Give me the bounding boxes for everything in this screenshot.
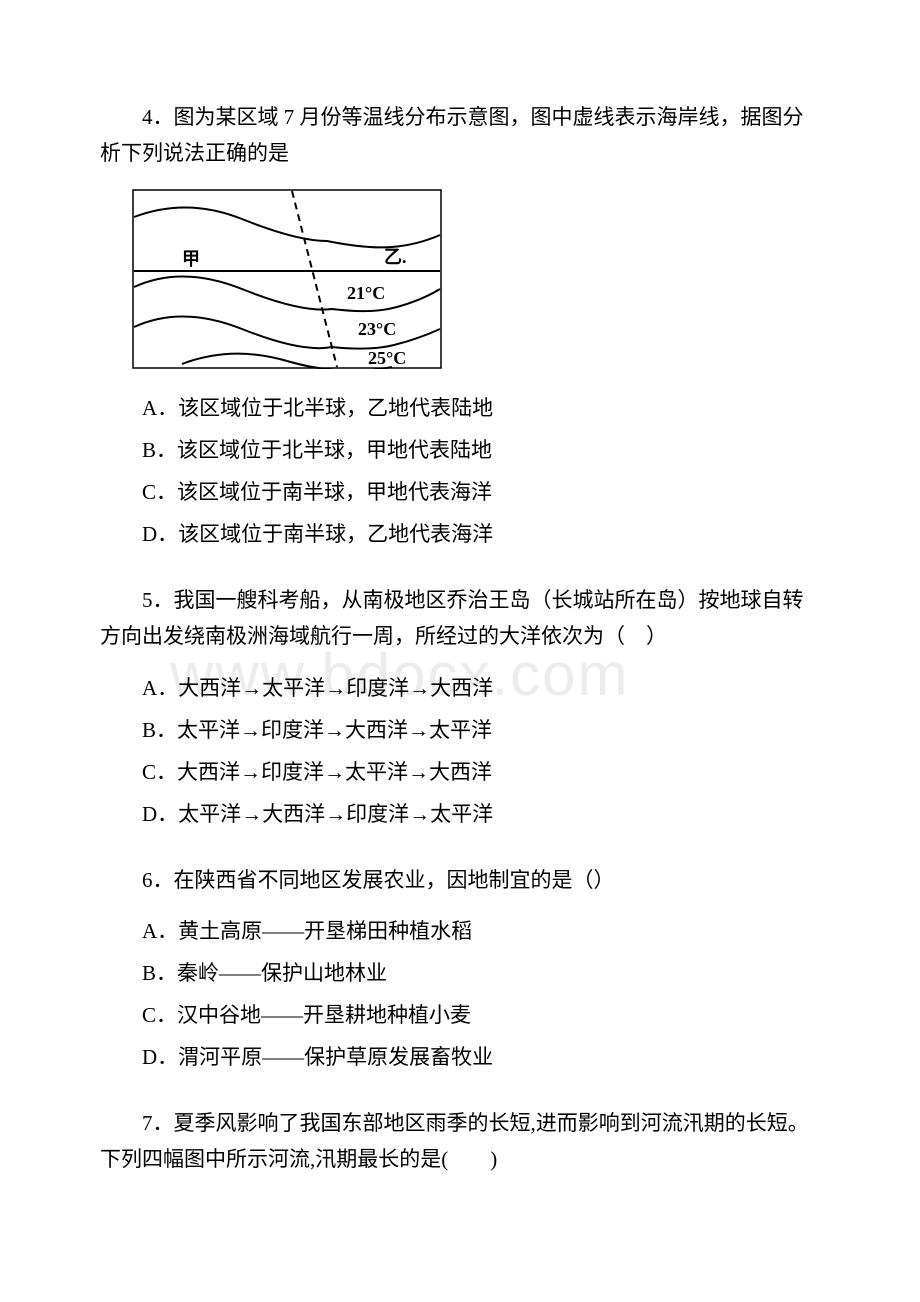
figure-temp-25: 25°C — [368, 348, 406, 368]
figure-label-jia: 甲 — [182, 249, 200, 269]
q5-text: 5．我国一艘科考船，从南极地区乔治王岛（长城站所在岛）按地球自转方向出发绕南极洲… — [100, 583, 820, 654]
q7-text: 7．夏季风影响了我国东部地区雨季的长短,进而影响到河流汛期的长短。下列四幅图中所… — [100, 1106, 820, 1177]
q5-option-b: B．太平洋→印度洋→大西洋→太平洋 — [100, 709, 820, 751]
q4-option-a: A．该区域位于北半球，乙地代表陆地 — [100, 387, 820, 429]
question-7: 7．夏季风影响了我国东部地区雨季的长短,进而影响到河流汛期的长短。下列四幅图中所… — [100, 1106, 820, 1177]
q5-option-d: D．太平洋→大西洋→印度洋→太平洋 — [100, 793, 820, 835]
q5-options: A．大西洋→太平洋→印度洋→大西洋 B．太平洋→印度洋→大西洋→太平洋 C．大西… — [100, 667, 820, 835]
q6-text: 6．在陕西省不同地区发展农业，因地制宜的是（） — [100, 863, 820, 899]
isotherm-svg: 甲 乙. 21°C 23°C 25°C — [132, 189, 442, 369]
question-6: 6．在陕西省不同地区发展农业，因地制宜的是（） A．黄土高原——开垦梯田种植水稻… — [100, 863, 820, 1079]
q6-option-a: A．黄土高原——开垦梯田种植水稻 — [100, 910, 820, 952]
q4-figure: 甲 乙. 21°C 23°C 25°C — [132, 189, 442, 369]
q6-option-d: D．渭河平原——保护草原发展畜牧业 — [100, 1036, 820, 1078]
q4-option-b: B．该区域位于北半球，甲地代表陆地 — [100, 429, 820, 471]
q4-options: A．该区域位于北半球，乙地代表陆地 B．该区域位于北半球，甲地代表陆地 C．该区… — [100, 387, 820, 555]
q4-option-c: C．该区域位于南半球，甲地代表海洋 — [100, 471, 820, 513]
figure-label-yi: 乙. — [384, 247, 407, 267]
figure-temp-23: 23°C — [358, 319, 396, 339]
q4-text: 4．图为某区域 7 月份等温线分布示意图，图中虚线表示海岸线，据图分析下列说法正… — [100, 100, 820, 171]
q6-option-b: B．秦岭——保护山地林业 — [100, 952, 820, 994]
q6-options: A．黄土高原——开垦梯田种植水稻 B．秦岭——保护山地林业 C．汉中谷地——开垦… — [100, 910, 820, 1078]
q5-option-c: C．大西洋→印度洋→太平洋→大西洋 — [100, 751, 820, 793]
question-4: 4．图为某区域 7 月份等温线分布示意图，图中虚线表示海岸线，据图分析下列说法正… — [100, 100, 820, 555]
q6-option-c: C．汉中谷地——开垦耕地种植小麦 — [100, 994, 820, 1036]
figure-temp-21: 21°C — [347, 283, 385, 303]
question-5: 5．我国一艘科考船，从南极地区乔治王岛（长城站所在岛）按地球自转方向出发绕南极洲… — [100, 583, 820, 834]
q5-option-a: A．大西洋→太平洋→印度洋→大西洋 — [100, 667, 820, 709]
q4-option-d: D．该区域位于南半球，乙地代表海洋 — [100, 513, 820, 555]
